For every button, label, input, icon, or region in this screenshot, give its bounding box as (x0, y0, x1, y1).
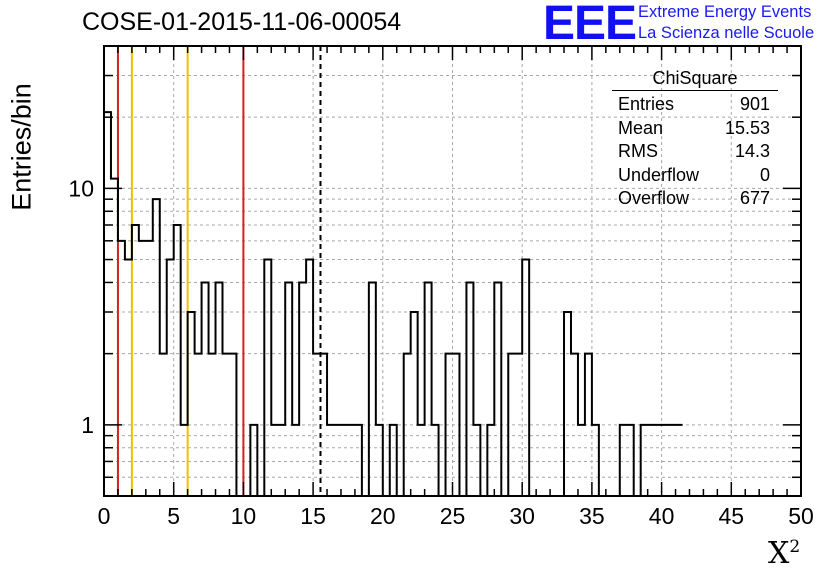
y-tick-label: 10 (68, 175, 94, 201)
x-tick-label: 0 (98, 503, 111, 529)
stat-row-underflow: Underflow 0 (612, 164, 778, 188)
stat-label: Mean (618, 117, 664, 138)
stat-value: 0 (759, 164, 770, 185)
stat-row-overflow: Overflow 677 (612, 187, 778, 211)
stat-value: 15.53 (724, 117, 770, 138)
stat-label: Underflow (618, 164, 700, 185)
x-tick-label: 45 (719, 503, 745, 529)
stat-row-entries: Entries 901 (612, 93, 778, 117)
stat-label: Overflow (618, 188, 690, 208)
x-tick-label: 40 (649, 503, 675, 529)
eee-logo: EEE (543, 0, 637, 50)
stat-label: RMS (618, 141, 658, 161)
stat-value: 677 (739, 188, 770, 208)
x-tick-label: 30 (509, 503, 535, 529)
x-tick-label: 50 (788, 503, 814, 529)
logo-subtitle-2: La Scienza nelle Scuole (638, 24, 815, 42)
stat-row-rms: RMS 14.3 (612, 140, 778, 164)
x-tick-label: 10 (231, 503, 257, 529)
stat-label: Entries (618, 94, 675, 114)
stat-value: 14.3 (734, 141, 770, 161)
x-tick-label: 25 (440, 503, 466, 529)
stats-title: ChiSquare (612, 66, 778, 91)
stats-box: ChiSquare Entries 901 Mean 15.53 RMS 14.… (612, 66, 778, 211)
logo-subtitle-1: Extreme Energy Events (638, 3, 812, 21)
y-tick-label: 1 (81, 412, 94, 438)
axes: 0 5 10 15 20 25 30 35 40 45 50 1 10 (68, 45, 814, 529)
x-tick-label: 15 (300, 503, 326, 529)
x-tick-label: 20 (370, 503, 396, 529)
x-tick-label: 35 (579, 503, 605, 529)
x-tick-label: 5 (167, 503, 180, 529)
stat-value: 901 (739, 94, 770, 114)
stat-row-mean: Mean 15.53 (612, 117, 778, 141)
histogram-line (103, 111, 683, 497)
reference-lines (116, 46, 322, 496)
x-axis-label: X2 (768, 536, 801, 571)
chart-title: COSE-01-2015-11-06-00054 (82, 8, 402, 36)
